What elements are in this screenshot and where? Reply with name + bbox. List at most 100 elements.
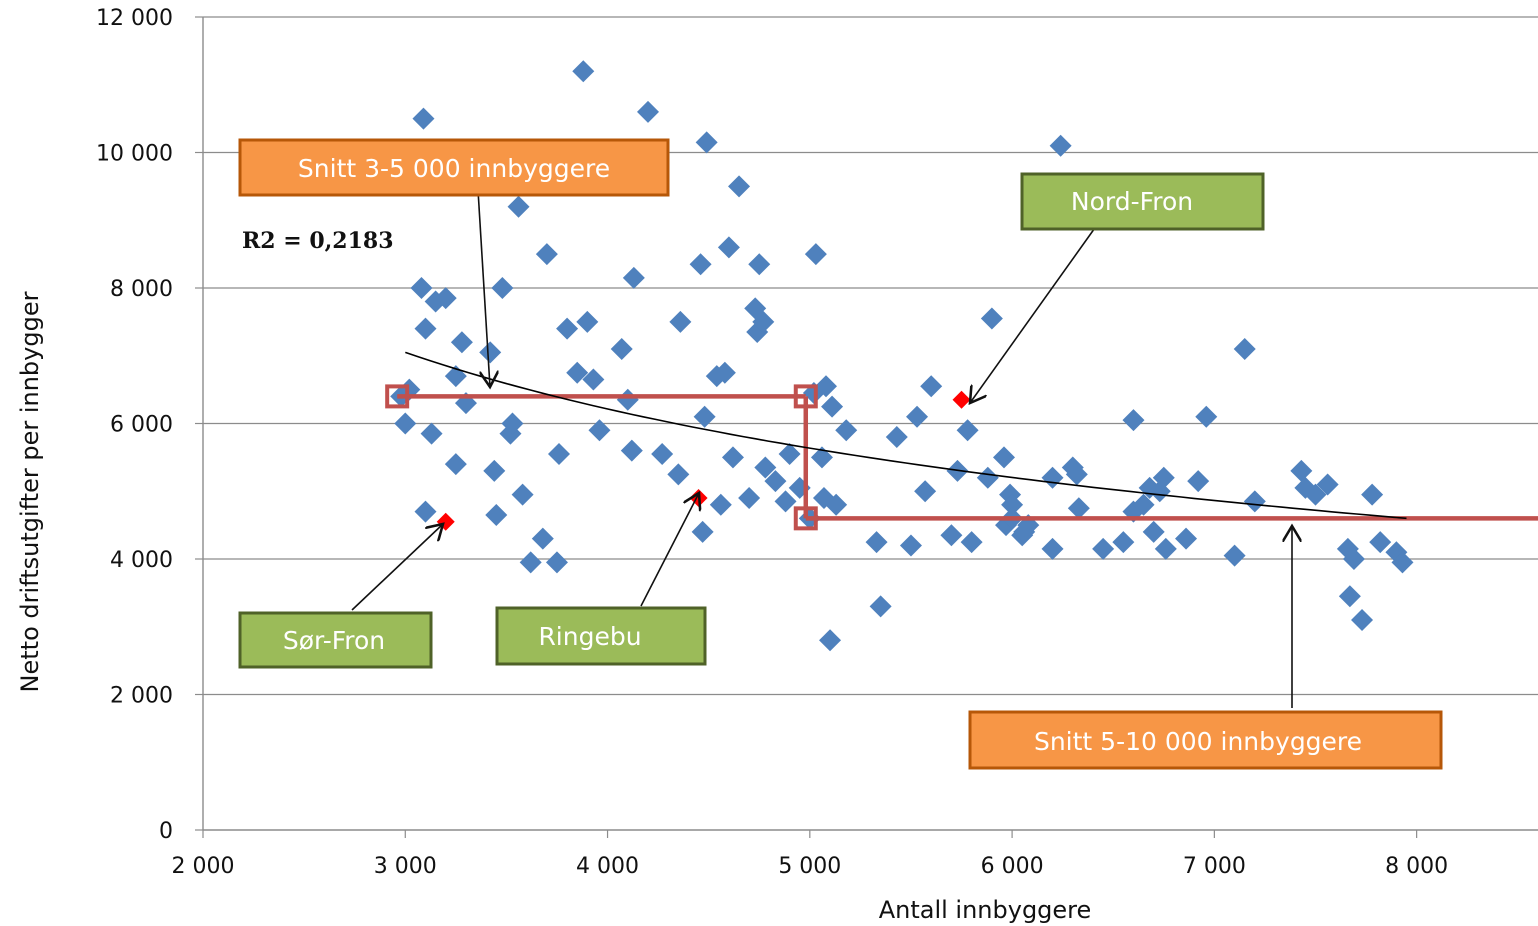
data-point: [483, 459, 506, 482]
data-point: [545, 551, 568, 574]
y-tick-label: 6 000: [110, 413, 173, 438]
highlighted-point: [952, 390, 971, 409]
data-point: [1041, 537, 1064, 560]
data-point: [1041, 466, 1064, 489]
data-point: [920, 375, 943, 398]
data-point: [1304, 483, 1327, 506]
data-point: [956, 419, 979, 442]
data-point: [588, 419, 611, 442]
data-point: [414, 317, 437, 340]
svg-text:Snitt 5-10 000 innbyggere: Snitt 5-10 000 innbyggere: [1034, 727, 1362, 756]
data-point: [548, 442, 570, 465]
data-point: [815, 375, 837, 398]
arrow-ringebu: [640, 493, 699, 607]
data-point: [695, 131, 718, 154]
average-marker: [385, 384, 410, 409]
y-tick-label: 2 000: [110, 684, 173, 709]
data-point: [394, 412, 417, 435]
data-point: [713, 361, 736, 384]
data-point: [637, 100, 659, 123]
data-point: [1223, 544, 1246, 567]
data-point: [616, 388, 639, 411]
data-point: [444, 453, 467, 476]
data-point: [669, 310, 692, 333]
data-point: [738, 487, 761, 510]
data-point: [709, 493, 732, 516]
axes: [195, 16, 1538, 838]
data-point: [748, 253, 771, 276]
trendline: [405, 351, 1407, 520]
data-point: [1233, 337, 1256, 360]
highlighted-point: [689, 489, 708, 508]
svg-text:Ringebu: Ringebu: [538, 622, 641, 651]
data-point: [1142, 520, 1165, 543]
x-tick-label: 8 000: [1385, 854, 1448, 879]
average-marker: [793, 384, 818, 409]
data-point: [501, 412, 524, 435]
x-tick-labels: 2 000 3 000 4 000 5 000 6 000 7 000 8 000: [172, 854, 1449, 879]
data-point: [535, 243, 558, 266]
data-point: [1152, 466, 1175, 489]
data-point: [1369, 531, 1392, 554]
gridlines: [203, 16, 1538, 696]
data-point: [1065, 463, 1088, 486]
data-point: [1243, 490, 1266, 513]
svg-text:Snitt 3-5 000 innbyggere: Snitt 3-5 000 innbyggere: [298, 154, 610, 183]
data-point: [667, 463, 690, 486]
data-point: [582, 368, 605, 391]
data-point: [410, 277, 433, 299]
label-nord-fron: Nord-Fron: [1020, 172, 1265, 231]
data-point: [531, 527, 554, 550]
data-point: [566, 361, 589, 384]
data-point: [507, 195, 530, 218]
data-point: [914, 480, 937, 503]
data-point: [728, 175, 751, 198]
data-point: [899, 534, 922, 557]
data-point: [1067, 497, 1090, 520]
data-point: [869, 595, 892, 618]
data-point: [414, 500, 437, 523]
y-tick-label: 4 000: [110, 548, 173, 573]
svg-text:Sør-Fron: Sør-Fron: [283, 626, 385, 655]
r2-label: R2 = 0,2183: [242, 228, 394, 254]
data-point: [906, 405, 929, 428]
label-snitt-5-10: Snitt 5-10 000 innbyggere: [968, 710, 1443, 770]
data-point: [610, 337, 633, 360]
data-point: [717, 236, 740, 259]
y-tick-labels: 0 2 000 4 000 6 000 8 000 10 000 12 000: [96, 6, 173, 844]
data-point: [1187, 470, 1210, 493]
data-point: [420, 422, 443, 445]
data-point: [434, 287, 457, 310]
data-point: [835, 419, 858, 442]
data-point: [576, 310, 599, 333]
x-tick-label: 3 000: [374, 854, 437, 879]
data-point: [804, 243, 827, 266]
data-point: [651, 442, 674, 465]
label-sor-fron: Sør-Fron: [238, 611, 433, 669]
data-point: [1195, 405, 1218, 428]
data-point: [1316, 473, 1339, 496]
x-tick-label: 4 000: [576, 854, 639, 879]
data-point: [689, 253, 712, 276]
data-point: [1001, 493, 1024, 516]
data-point: [1342, 548, 1365, 570]
data-point: [450, 331, 473, 354]
data-point: [825, 493, 848, 516]
data-point: [1175, 527, 1198, 550]
x-tick-label: 5 000: [778, 854, 841, 879]
y-axis-title: Netto driftsutgifter per innbygger: [16, 291, 44, 692]
data-point: [1290, 459, 1313, 482]
data-point: [693, 405, 716, 428]
data-point: [1154, 537, 1177, 560]
data-point: [519, 551, 542, 574]
data-point: [1338, 585, 1361, 608]
data-point: [1112, 531, 1135, 554]
x-axis-title: Antall innbyggere: [879, 896, 1092, 924]
data-point: [511, 483, 534, 506]
y-tick-label: 0: [159, 819, 173, 844]
data-point: [865, 531, 888, 554]
data-point: [754, 456, 777, 479]
data-point: [1092, 537, 1115, 560]
data-point: [622, 266, 645, 289]
